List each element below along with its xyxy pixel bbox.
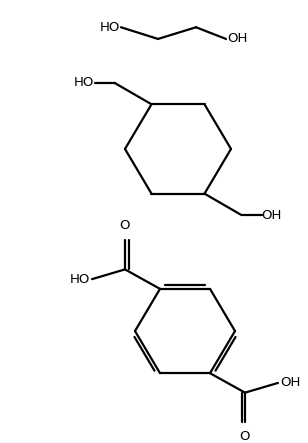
Text: OH: OH — [227, 32, 247, 46]
Text: HO: HO — [70, 272, 90, 286]
Text: OH: OH — [261, 209, 282, 222]
Text: OH: OH — [280, 377, 300, 389]
Text: O: O — [240, 430, 250, 443]
Text: HO: HO — [99, 21, 120, 34]
Text: HO: HO — [74, 76, 95, 89]
Text: O: O — [120, 219, 130, 233]
